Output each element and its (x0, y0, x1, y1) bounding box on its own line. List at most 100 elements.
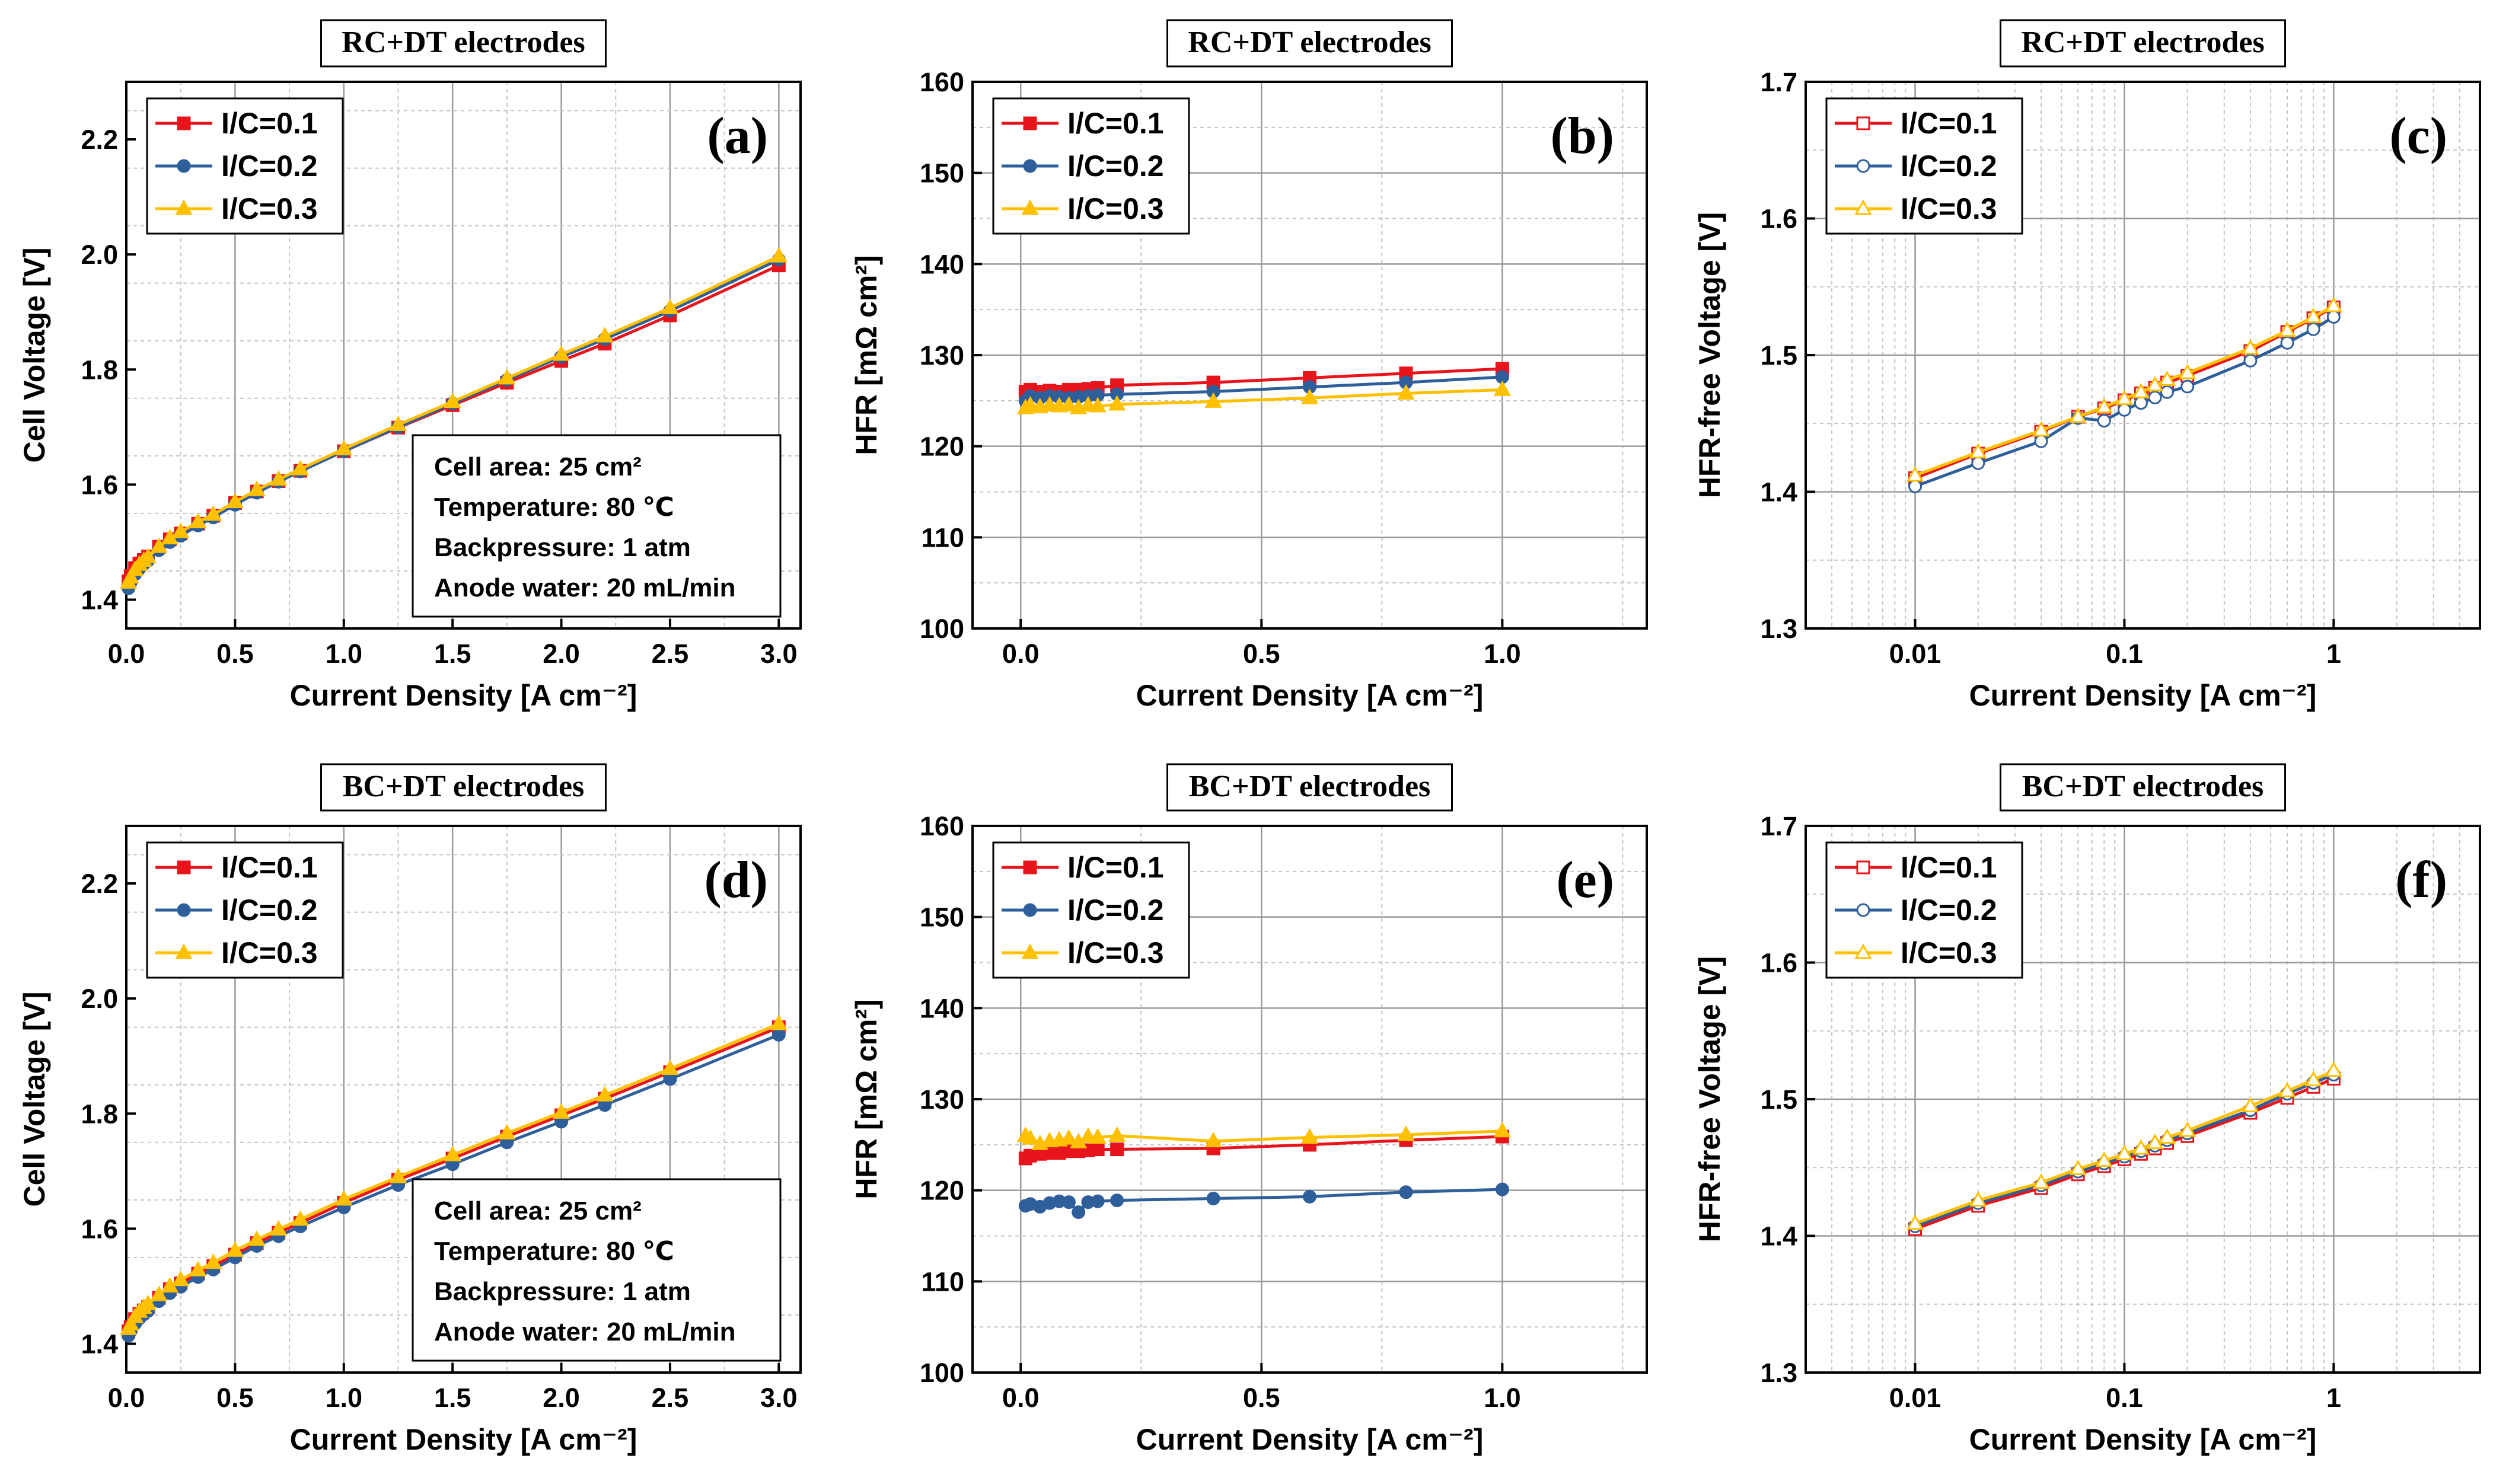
data-point (1091, 1194, 1105, 1208)
y-tick-label: 1.4 (1760, 477, 1797, 508)
data-point (1969, 1191, 1987, 1207)
data-point (596, 1086, 614, 1102)
info-line: Backpressure: 1 atm (434, 533, 691, 562)
data-point (291, 1210, 309, 1226)
data-point (2160, 385, 2174, 399)
data-point (122, 1314, 139, 1330)
x-axis-label: Current Density [A cm⁻²] (290, 1423, 637, 1456)
legend-item: I/C=0.3 (155, 936, 318, 969)
data-point (1300, 388, 1319, 404)
data-point (189, 1260, 207, 1276)
legend-label: I/C=0.1 (221, 107, 318, 140)
data-point (291, 459, 309, 475)
series-group (1016, 362, 1511, 414)
data-point (1206, 1191, 1220, 1205)
y-tick-label: 2.2 (81, 869, 118, 899)
legend: I/C=0.1 I/C=0.2 I/C=0.3 (992, 97, 1190, 235)
legend-marker (1023, 159, 1037, 173)
data-point (1110, 1193, 1124, 1208)
legend-item: I/C=0.3 (1002, 936, 1164, 969)
data-point (2306, 322, 2320, 336)
x-tick-label: 3.0 (760, 639, 798, 669)
legend-label: I/C=0.1 (221, 851, 318, 884)
info-line: Cell area: 25 cm² (434, 1196, 642, 1226)
x-tick-label: 1.0 (1484, 639, 1521, 669)
y-tick-label: 1.5 (1760, 340, 1797, 371)
chart-title: RC+DT electrodes (342, 25, 585, 59)
data-point (2034, 434, 2048, 448)
y-axis-label: HFR-free Voltage [V] (1693, 212, 1726, 498)
y-tick-label: 150 (920, 158, 964, 189)
data-point (2243, 353, 2258, 368)
info-line: Anode water: 20 mL/min (434, 1317, 736, 1346)
legend-label: I/C=0.2 (1901, 893, 1997, 927)
y-tick-label: 120 (920, 432, 964, 462)
legend-marker (1021, 199, 1039, 215)
data-point (2326, 309, 2341, 324)
legend-label: I/C=0.3 (1901, 936, 1997, 969)
chart-title: RC+DT electrodes (2021, 25, 2264, 59)
legend: I/C=0.1 I/C=0.2 I/C=0.3 (1825, 841, 2023, 979)
legend-marker (1021, 943, 1039, 959)
data-point (498, 1124, 516, 1140)
x-tick-label: 0.01 (1889, 639, 1941, 669)
data-point (498, 369, 516, 385)
x-axis-label: Current Density [A cm⁻²] (1136, 1423, 1484, 1456)
chart-title: BC+DT electrodes (2022, 770, 2264, 803)
legend-marker (175, 943, 193, 959)
legend-marker (1856, 860, 1870, 875)
data-point (552, 345, 570, 361)
info-box-frame (412, 434, 782, 618)
data-point (270, 1220, 288, 1236)
y-tick-label: 1.6 (1760, 204, 1797, 234)
info-line: Cell area: 25 cm² (434, 452, 642, 481)
legend-marker (1854, 199, 1872, 215)
data-point (2032, 421, 2050, 437)
legend: I/C=0.1 I/C=0.2 I/C=0.3 (146, 841, 344, 979)
x-tick-label: 0.0 (108, 1383, 145, 1413)
data-point (270, 470, 288, 486)
chart-title-box (2000, 19, 2286, 68)
data-point (2146, 1134, 2164, 1150)
panel-letter: (d) (704, 851, 768, 909)
data-point (150, 537, 168, 553)
legend-marker (1023, 860, 1037, 875)
series-group (1016, 1122, 1511, 1220)
x-tick-label: 1.5 (434, 639, 471, 669)
legend-item: I/C=0.3 (1835, 192, 1997, 225)
y-tick-label: 2.0 (81, 984, 118, 1014)
y-tick-label: 160 (920, 67, 964, 97)
legend-marker (1856, 903, 1870, 917)
data-point (2158, 370, 2176, 386)
data-point (205, 505, 222, 521)
x-axis-label: Current Density [A cm⁻²] (1969, 679, 2317, 712)
legend-marker (177, 116, 191, 130)
chart-title-box (1166, 19, 1453, 68)
x-tick-label: 2.0 (543, 639, 580, 669)
series-I/C=0.3 (1016, 380, 1511, 414)
y-tick-label: 1.6 (81, 470, 118, 500)
data-point (1495, 1182, 1509, 1196)
info-line: Backpressure: 1 atm (434, 1277, 691, 1306)
plot-frame (125, 825, 802, 1374)
data-point (122, 568, 139, 584)
legend-item: I/C=0.1 (1002, 107, 1164, 140)
data-point (2325, 1061, 2342, 1077)
legend-label: I/C=0.2 (221, 893, 318, 927)
data-point (2179, 363, 2196, 379)
legend-label: I/C=0.1 (1901, 851, 1997, 884)
y-tick-label: 1.3 (1760, 1358, 1797, 1388)
chart-title-box (1166, 763, 1453, 812)
data-point (2097, 414, 2111, 428)
data-point (2179, 1121, 2196, 1137)
y-tick-label: 120 (920, 1176, 964, 1206)
data-point (1079, 395, 1097, 412)
info-box: Cell area: 25 cm² Temperature: 80 ℃ Backpr… (412, 434, 782, 618)
y-axis-label: HFR [mΩ cm²] (850, 255, 883, 455)
x-axis-label: Current Density [A cm⁻²] (1969, 1423, 2317, 1456)
x-tick-label: 1.0 (325, 1383, 362, 1413)
data-point (189, 512, 207, 528)
chart-panel-f: 0.01 0.1 1 1.3 1.4 1.5 1.6 1.7 Current Density [… (1693, 763, 2481, 1456)
data-point (2032, 1173, 2050, 1189)
data-point (1061, 1195, 1076, 1209)
